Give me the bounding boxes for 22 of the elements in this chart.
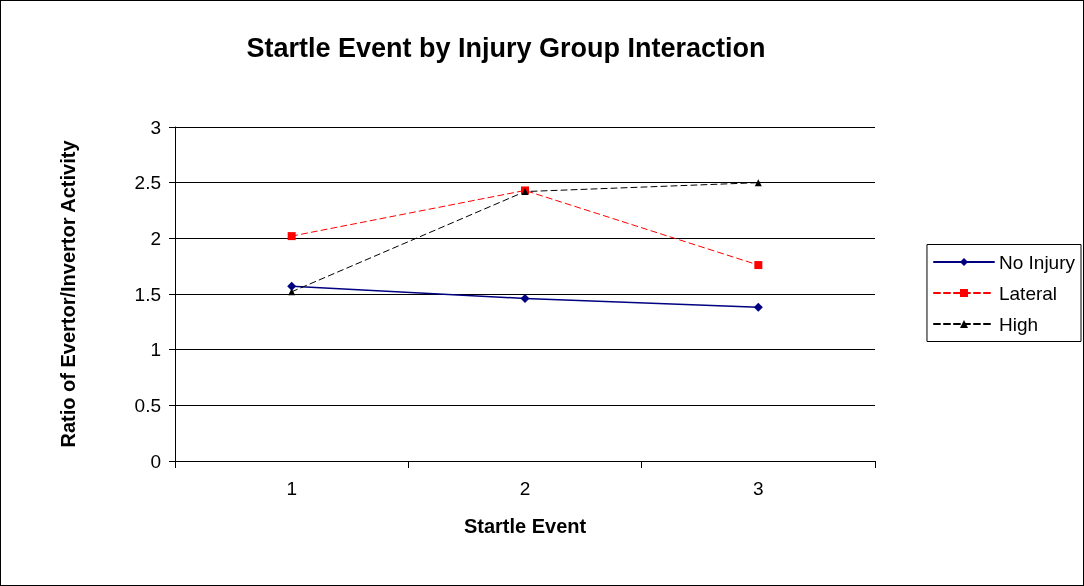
point — [520, 293, 530, 303]
y-tick-label: 1.5 — [134, 283, 161, 305]
y-tick-label: 0.5 — [134, 394, 161, 416]
x-tick-label: 1 — [286, 478, 297, 499]
point — [287, 281, 297, 291]
y-tick-label: 0 — [150, 450, 161, 472]
legend-label: No Injury — [998, 251, 1076, 273]
point — [754, 261, 763, 270]
legend-label: High — [998, 313, 1039, 335]
chart-title: Startle Event by Injury Group Interaction — [246, 32, 766, 63]
point — [287, 232, 296, 241]
x-tick-label: 2 — [519, 478, 531, 499]
y-tick-label: 3 — [150, 116, 161, 138]
y-tick-label: 1 — [150, 339, 161, 361]
point — [754, 179, 762, 187]
y-axis-title: Ratio of Evertor/Invertor Activity — [57, 139, 79, 448]
x-axis-title: Startle Event — [463, 515, 587, 537]
legend-label: Lateral — [998, 282, 1058, 304]
y-tick-label: 2 — [150, 227, 161, 249]
point — [753, 302, 763, 312]
x-tick-label: 3 — [753, 478, 764, 499]
y-tick-label: 2.5 — [134, 172, 161, 194]
